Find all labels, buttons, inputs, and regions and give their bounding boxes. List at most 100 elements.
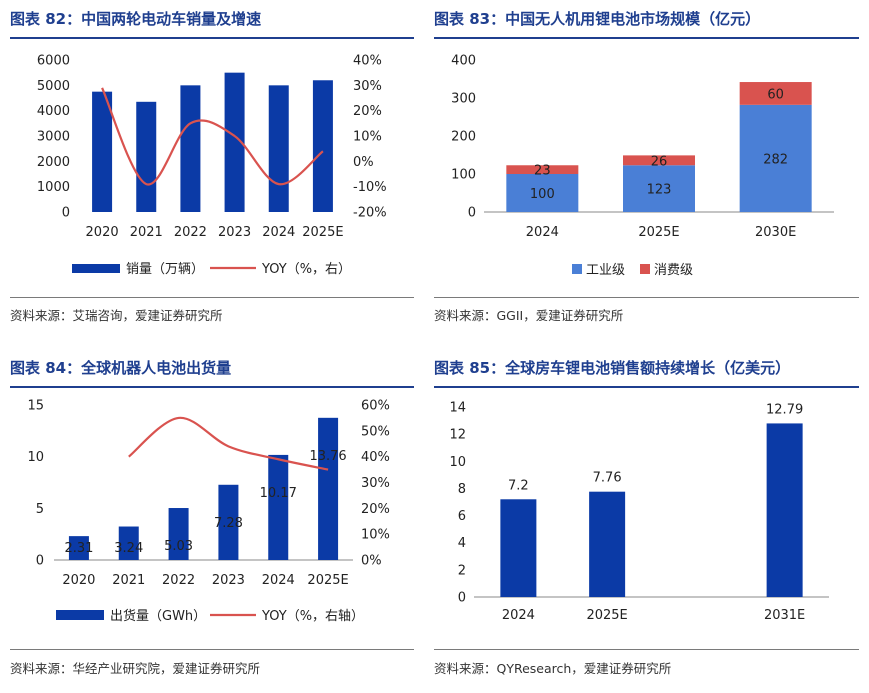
bar	[766, 423, 803, 597]
y-tick-label: 100	[451, 168, 476, 183]
panel-chart-85: 图表 85：全球房车锂电池销售额持续增长（亿美元） 0 2 4 6 8 10 12 14 7.2…	[434, 357, 859, 677]
y2-tick-label: 0%	[361, 554, 382, 569]
bar-segment-consumer	[623, 155, 695, 166]
data-label: 123	[647, 183, 672, 198]
legend-label-industrial: 工业级	[586, 263, 625, 278]
chart-83-source: 资料来源：GGII，爱建证券研究所	[434, 308, 624, 323]
y2-tick-label: 20%	[361, 502, 390, 517]
x-tick-label: 2023	[218, 225, 251, 240]
chart-frame	[10, 649, 414, 650]
y-tick-label: 6	[458, 509, 466, 524]
y-tick-label: 1000	[37, 180, 70, 195]
bar	[218, 484, 239, 560]
data-label: 12.79	[766, 402, 803, 417]
y-tick-label: 4000	[37, 104, 70, 119]
bar-segment-industrial	[739, 104, 812, 212]
y-tick-label: 5000	[37, 79, 70, 94]
y-tick-label: 0	[62, 206, 70, 221]
x-tick-label: 2021	[130, 225, 163, 240]
yoy-line	[101, 87, 324, 186]
y-tick-label: 3000	[37, 130, 70, 145]
y2-tick-label: 20%	[353, 104, 382, 119]
y-tick-label: 300	[451, 92, 476, 107]
legend-swatch-industrial	[572, 264, 582, 274]
bar	[268, 85, 289, 212]
chart-82-title: 图表 82：中国两轮电动车销量及增速	[10, 10, 262, 28]
x-tick-label: 2025E	[307, 573, 348, 588]
chart-83-title: 图表 83：中国无人机用锂电池市场规模（亿元）	[434, 10, 761, 28]
bar	[136, 101, 157, 212]
y2-tick-label: -20%	[353, 206, 387, 221]
x-tick-label: 2024	[262, 573, 295, 588]
legend-label-consumer: 消费级	[654, 263, 693, 278]
x-tick-label: 2020	[86, 225, 119, 240]
bar	[589, 491, 626, 597]
x-tick-label: 2025E	[638, 225, 679, 240]
chart-85-source: 资料来源：QYResearch，爱建证券研究所	[434, 661, 672, 676]
data-label: 7.76	[593, 471, 622, 486]
data-label: 7.28	[214, 516, 243, 531]
bar	[118, 526, 139, 560]
y2-tick-label: 10%	[353, 130, 382, 145]
bar	[180, 85, 201, 212]
chart-82-source: 资料来源：艾瑞咨询，爱建证券研究所	[10, 308, 223, 323]
bar	[312, 80, 333, 212]
data-label: 2.31	[64, 541, 93, 556]
bar	[268, 454, 289, 560]
title-rule	[10, 37, 414, 39]
y-tick-label: 2	[458, 563, 466, 578]
title-rule	[10, 386, 414, 388]
x-tick-label: 2024	[502, 608, 535, 623]
y2-tick-label: 60%	[361, 399, 390, 414]
bar-segment-industrial	[506, 174, 579, 212]
y-tick-label: 200	[451, 130, 476, 145]
y-tick-label: 8	[458, 482, 466, 497]
y-tick-label: 10	[27, 450, 44, 465]
yoy-line	[128, 416, 329, 471]
x-tick-label: 2025E	[586, 608, 627, 623]
x-tick-label: 2023	[212, 573, 245, 588]
y-tick-label: 4	[458, 536, 466, 551]
x-tick-label: 2021	[112, 573, 145, 588]
y-tick-label: 2000	[37, 155, 70, 170]
chart-82: 0 1000 2000 3000 4000 5000 6000 -20% -10% 0% 10% 20…	[37, 54, 387, 278]
bar	[500, 499, 537, 597]
x-tick-label: 2025E	[302, 225, 343, 240]
legend-label-yoy: YOY（%，右）	[261, 262, 351, 277]
data-label: 7.2	[508, 478, 529, 493]
chart-frame	[10, 297, 414, 298]
data-label: 60	[767, 87, 784, 102]
data-label: 282	[763, 152, 788, 167]
y-tick-label: 0	[468, 206, 476, 221]
legend-label-shipments: 出货量（GWh）	[110, 608, 206, 624]
y2-tick-label: 30%	[353, 79, 382, 94]
legend-label-sales: 销量（万辆）	[126, 262, 204, 277]
chart-84: 0 5 10 15 0% 10% 20% 30% 40% 50% 60% 2.31 2020 3.24 20…	[27, 399, 390, 625]
y2-tick-label: -10%	[353, 180, 387, 195]
y-tick-label: 12	[449, 428, 466, 443]
chart-84-title: 图表 84：全球机器人电池出货量	[10, 359, 232, 377]
y-tick-label: 5	[36, 502, 44, 517]
y2-tick-label: 10%	[361, 528, 390, 543]
x-tick-label: 2024	[262, 225, 295, 240]
y-tick-label: 15	[27, 399, 44, 414]
legend-swatch-consumer	[640, 264, 650, 274]
chart-frame	[434, 649, 859, 650]
chart-frame	[434, 297, 859, 298]
y2-tick-label: 50%	[361, 424, 390, 439]
y-tick-label: 0	[458, 591, 466, 606]
x-tick-label: 2020	[62, 573, 95, 588]
title-rule	[434, 37, 859, 39]
x-tick-label: 2031E	[764, 608, 805, 623]
chart-83: 0 100 200 300 400 100 23 2024 123 26 2025E 282 60 203…	[451, 54, 834, 278]
chart-84-source: 资料来源：华经产业研究院，爱建证券研究所	[10, 661, 261, 676]
legend-label-yoy: YOY（%，右轴）	[261, 609, 364, 624]
bar-segment-consumer	[506, 165, 579, 174]
y2-tick-label: 40%	[361, 450, 390, 465]
x-tick-label: 2022	[174, 225, 207, 240]
y2-tick-label: 30%	[361, 476, 390, 491]
y-tick-label: 0	[36, 554, 44, 569]
bar	[68, 536, 89, 560]
bar	[168, 508, 189, 560]
bar-segment-industrial	[623, 165, 695, 212]
